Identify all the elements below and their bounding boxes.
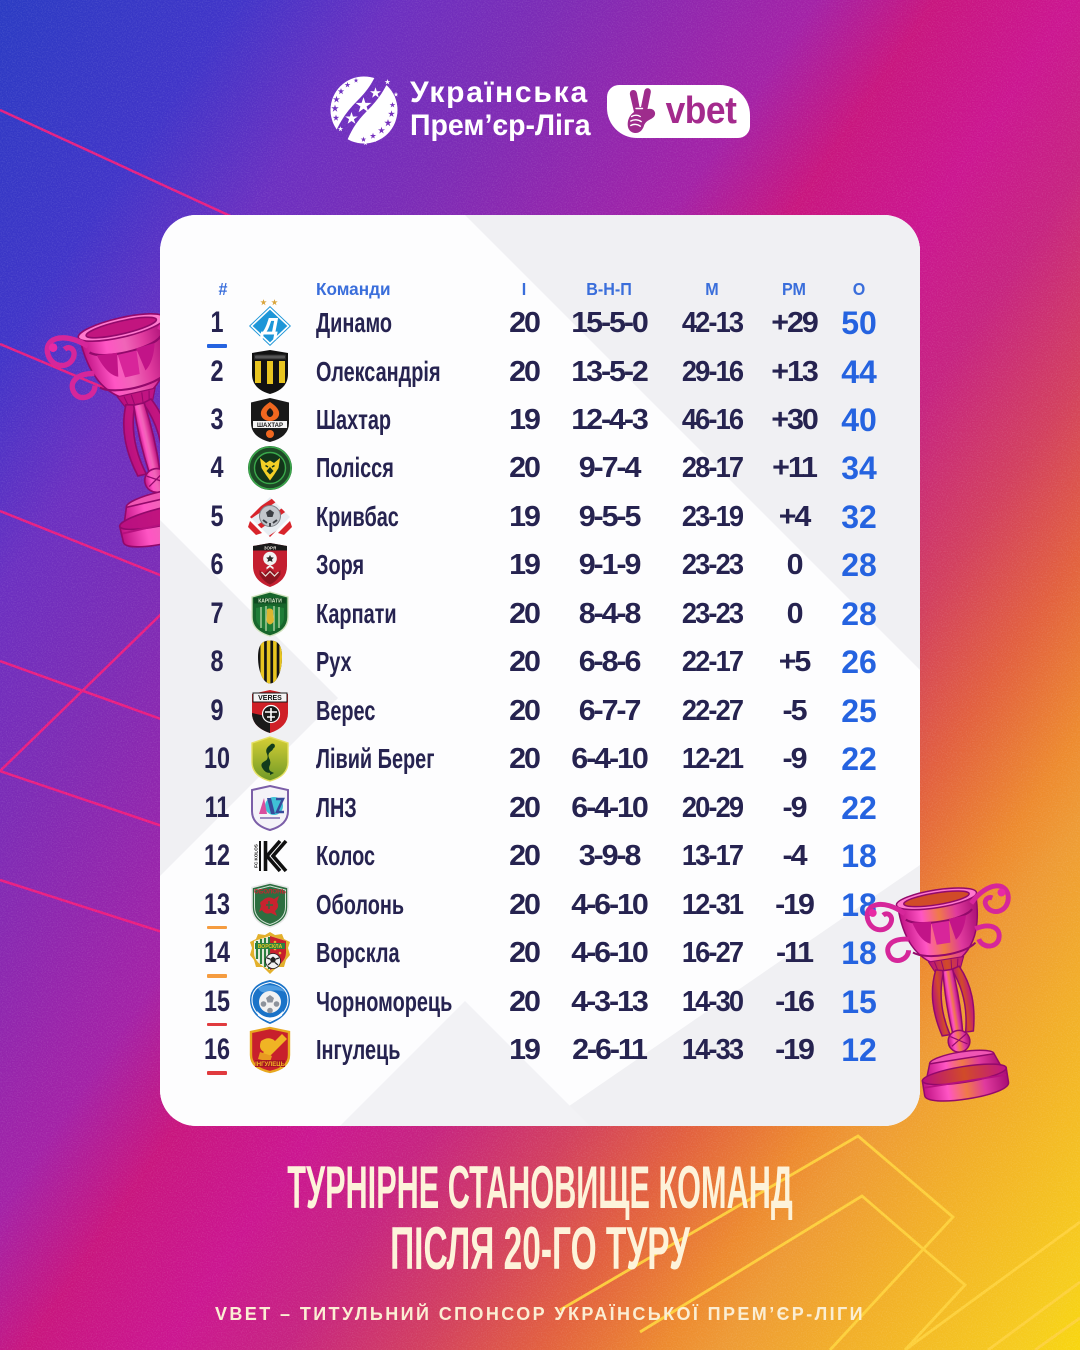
svg-text:Д: Д xyxy=(259,314,278,341)
svg-text:ОБОЛОНЬ: ОБОЛОНЬ xyxy=(254,888,287,895)
svg-text:ЗОРЯ: ЗОРЯ xyxy=(264,546,276,551)
svg-text:ІНГУЛЕЦЬ: ІНГУЛЕЦЬ xyxy=(255,1062,286,1068)
svg-text:ШАХТАР: ШАХТАР xyxy=(257,423,283,429)
svg-text:VERES: VERES xyxy=(258,695,282,702)
svg-text:FC KOLOS: FC KOLOS xyxy=(254,844,259,868)
svg-text:КАРПАТИ: КАРПАТИ xyxy=(258,598,282,604)
svg-text:ВОРСКЛА: ВОРСКЛА xyxy=(258,944,283,950)
